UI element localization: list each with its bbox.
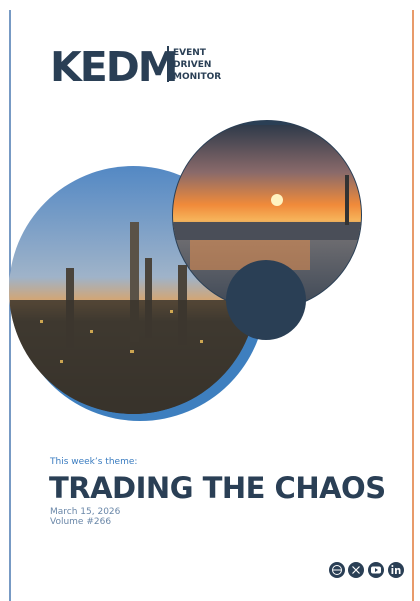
logo: KEDM [50, 43, 177, 91]
theme-label: This week’s theme: [49, 457, 137, 467]
accent-circle [226, 260, 306, 340]
web-icon[interactable] [329, 562, 345, 578]
tagline-line: DRIVEN [173, 60, 211, 70]
tagline-line: EVENT [173, 48, 207, 58]
x-icon[interactable] [348, 562, 364, 578]
theme-title: TRADING THE CHAOS [49, 471, 386, 505]
tagline-line: MONITOR [173, 72, 221, 82]
youtube-icon[interactable] [368, 562, 384, 578]
cover-page: KEDM EVENT DRIVEN MONITOR This week’s th… [0, 0, 420, 601]
issue-volume: Volume #266 [50, 517, 111, 527]
linkedin-icon[interactable] [388, 562, 404, 578]
issue-date: March 15, 2026 [50, 507, 121, 517]
